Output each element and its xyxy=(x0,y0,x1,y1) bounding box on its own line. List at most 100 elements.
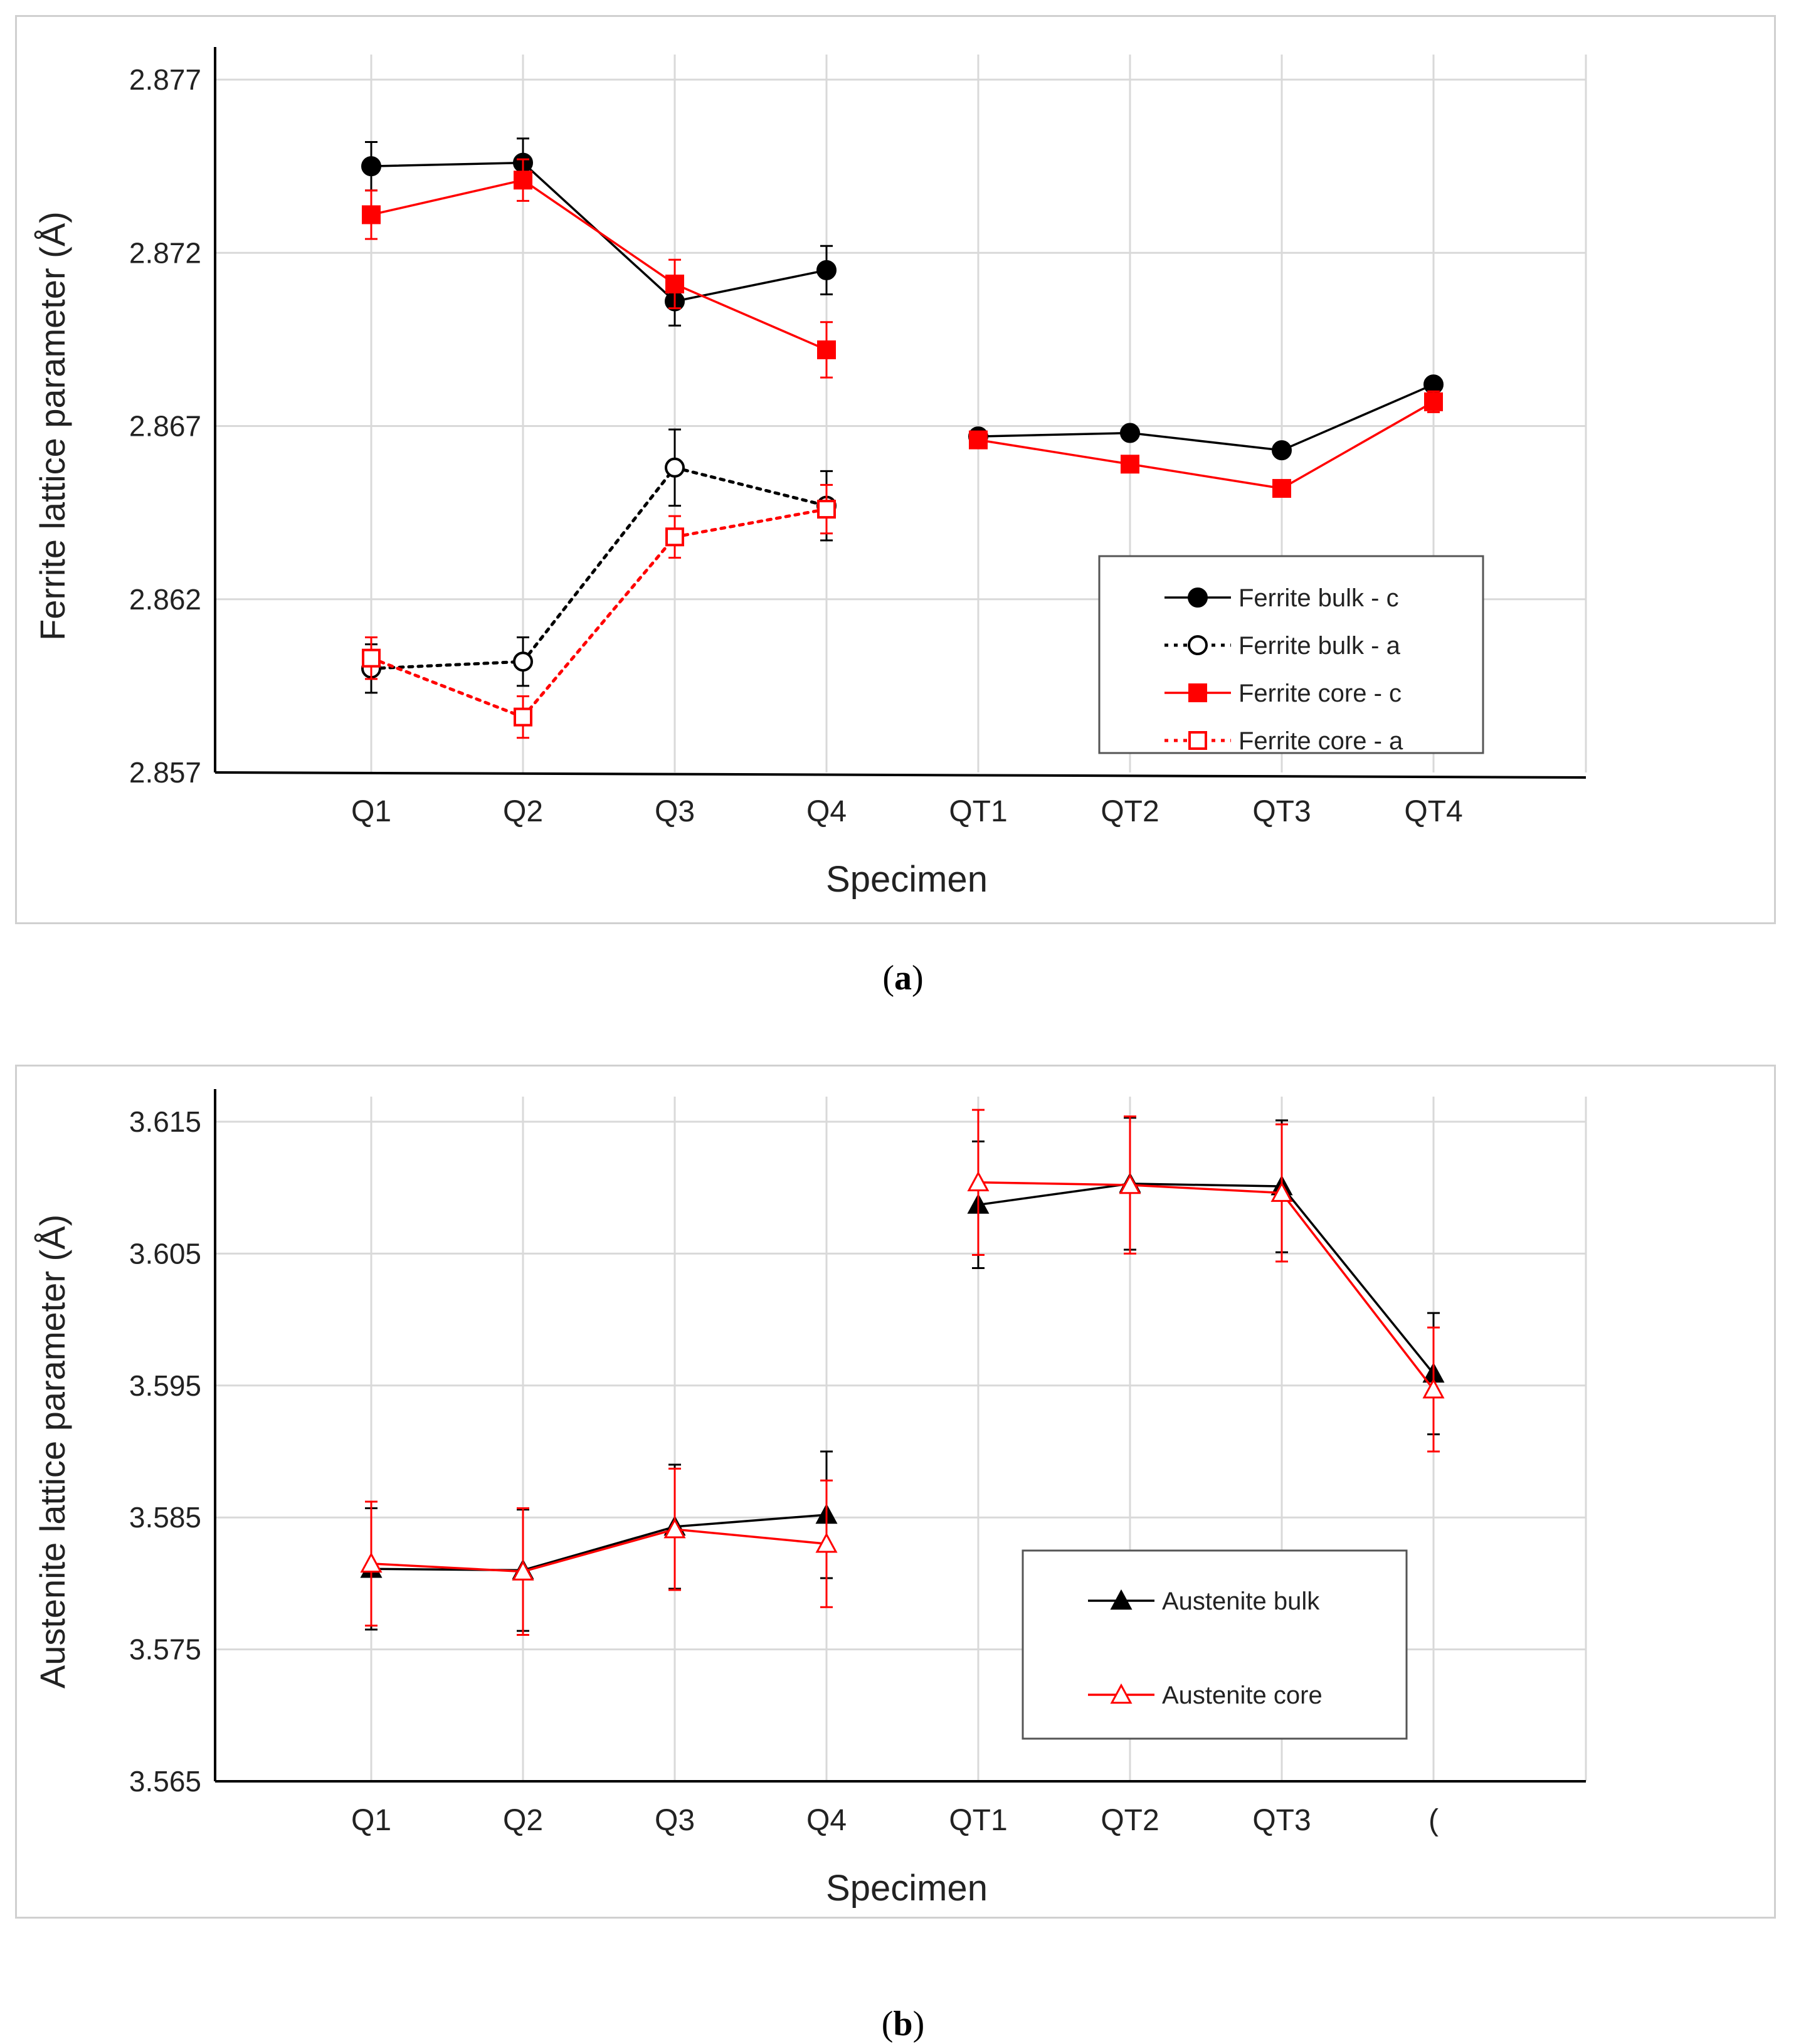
series-ferrite-bulk-a xyxy=(361,428,837,694)
legend-marker xyxy=(1110,1683,1133,1704)
series-line-segment xyxy=(673,269,828,303)
series-line-segment xyxy=(1129,1184,1283,1194)
series-line-segment xyxy=(977,438,1131,466)
series-line-segment xyxy=(673,1514,828,1528)
legend-label: Ferrite core - c xyxy=(1238,680,1402,707)
x-tick-label: QT2 xyxy=(1101,795,1159,828)
series-line-segment xyxy=(1281,1191,1435,1391)
legend-label: Ferrite bulk - a xyxy=(1238,632,1401,660)
austenite-chart-panel: 3.565 3.575 3.585 3.595 3.605 3.615 Q1 Q2 Q3 Q4 QT… xyxy=(15,1065,1776,1919)
y-tick-label: 2.867 xyxy=(129,410,201,443)
series-line-segment xyxy=(673,466,828,508)
series-line-segment xyxy=(1129,1183,1283,1188)
legend-marker xyxy=(1188,731,1207,750)
data-point xyxy=(1119,1173,1141,1194)
series-line-segment xyxy=(370,1562,524,1573)
data-point xyxy=(665,527,684,547)
data-point xyxy=(514,707,532,727)
series-line-segment xyxy=(1281,1185,1435,1375)
legend-marker xyxy=(1188,683,1207,702)
series-ferrite-core-a xyxy=(362,483,836,739)
y-tick-label: 3.595 xyxy=(129,1369,201,1402)
x-tick-label: Q2 xyxy=(503,1804,543,1837)
series-ferrite-core-c xyxy=(362,158,1443,498)
series-line-segment xyxy=(1129,431,1283,451)
y-tick-label: 3.605 xyxy=(129,1237,201,1270)
series-line-segment xyxy=(369,660,525,670)
data-point xyxy=(817,500,836,519)
data-point xyxy=(513,651,533,672)
data-point xyxy=(362,205,381,224)
data-point xyxy=(1422,1378,1445,1399)
austenite-chart: 3.565 3.575 3.585 3.595 3.605 3.615 Q1 Q2 Q3 Q4 QT… xyxy=(33,1089,1587,1909)
series-line-segment xyxy=(521,466,677,663)
data-point xyxy=(514,171,532,190)
data-point xyxy=(361,156,381,177)
x-tick-label: Q3 xyxy=(655,1804,695,1837)
series-line-segment xyxy=(673,1528,828,1546)
legend-label: Austenite bulk xyxy=(1162,1588,1320,1615)
y-tick-label: 3.565 xyxy=(129,1765,201,1798)
x-tick-label: QT1 xyxy=(949,795,1007,828)
series-austenite-core xyxy=(360,1109,1445,1636)
x-tick-label: Q1 xyxy=(351,1804,391,1837)
x-tick-label: Q3 xyxy=(655,795,695,828)
legend-label: Ferrite bulk - c xyxy=(1238,584,1399,612)
data-point xyxy=(1272,478,1291,498)
series-line-segment xyxy=(370,161,524,167)
legend-box xyxy=(1098,555,1484,754)
x-tick-label: QT3 xyxy=(1252,795,1311,828)
data-point xyxy=(816,260,837,280)
series-line-segment xyxy=(522,1528,676,1573)
series-line-segment xyxy=(1129,463,1283,490)
data-point xyxy=(817,340,836,359)
series-line-segment xyxy=(521,535,677,719)
legend: Ferrite bulk - c Ferrite bulk - a Ferrite … xyxy=(1098,555,1484,755)
data-point xyxy=(663,1517,686,1539)
series-line-segment xyxy=(977,1181,1131,1186)
series-line-segment xyxy=(1281,383,1435,451)
y-axis-title: Ferrite lattice parameter (Å) xyxy=(33,211,72,641)
caption-a-letter: a xyxy=(894,959,912,998)
legend-marker xyxy=(1188,587,1208,608)
y-tick-label: 3.575 xyxy=(129,1633,201,1666)
x-tick-label: QT2 xyxy=(1101,1804,1159,1837)
legend-marker xyxy=(1110,1589,1133,1610)
x-tick-label: Q1 xyxy=(351,795,391,828)
y-tick-label: 2.877 xyxy=(129,63,201,96)
data-point xyxy=(967,1171,990,1192)
series-line-segment xyxy=(673,283,828,351)
y-tick-label: 2.857 xyxy=(129,756,201,789)
data-point xyxy=(969,430,988,450)
data-point xyxy=(815,1532,838,1553)
x-tick-label: Q4 xyxy=(806,795,847,828)
ferrite-chart-panel: 2.857 2.862 2.867 2.872 2.877 Q1 Q2 Q3 Q4 QT1 QT2 Q… xyxy=(15,15,1776,924)
data-point xyxy=(362,648,381,668)
legend-label: Austenite core xyxy=(1162,1682,1323,1709)
data-point xyxy=(1272,440,1292,461)
x-axis-title: Specimen xyxy=(826,1868,988,1909)
data-point xyxy=(512,1560,534,1581)
data-point xyxy=(360,1552,383,1573)
data-point xyxy=(665,457,685,478)
y-tick-label: 3.585 xyxy=(129,1501,201,1534)
series-line-segment xyxy=(977,1183,1131,1206)
legend: Austenite bulk Austenite core xyxy=(1022,1549,1408,1740)
x-tick-label: QT3 xyxy=(1252,1804,1311,1837)
caption-b: (b) xyxy=(881,2004,925,2043)
series-line-segment xyxy=(522,1525,676,1572)
x-axis-line xyxy=(214,771,1587,779)
series-line-segment xyxy=(369,656,525,719)
series-line-segment xyxy=(522,179,676,285)
x-tick-label: QT4 xyxy=(1404,795,1462,828)
x-tick-label: QT1 xyxy=(949,1804,1007,1837)
ferrite-chart: 2.857 2.862 2.867 2.872 2.877 Q1 Q2 Q3 Q4 QT1 QT2 Q… xyxy=(33,47,1587,900)
x-tick-label: Q2 xyxy=(503,795,543,828)
x-tick-label: ( xyxy=(1428,1804,1439,1837)
x-axis-title: Specimen xyxy=(826,859,988,900)
legend-box xyxy=(1022,1549,1408,1740)
data-point xyxy=(1120,423,1140,443)
y-axis-title: Austenite lattice parameter (Å) xyxy=(33,1214,72,1688)
y-tick-label: 2.872 xyxy=(129,236,201,269)
legend-marker xyxy=(1188,635,1208,655)
